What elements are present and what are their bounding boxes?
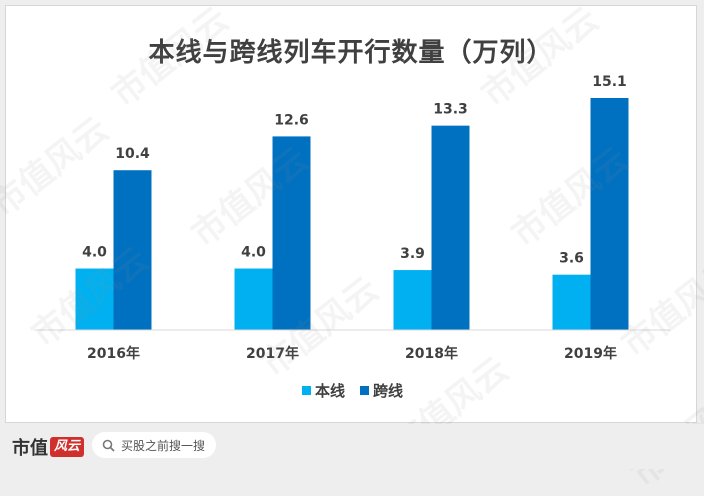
data-label: 13.3 [433,102,468,118]
bar-跨线-2019年 [590,98,629,330]
x-tick-label: 2017年 [246,345,299,362]
chart-title: 本线与跨线列车开行数量（万列） [148,38,554,68]
bar-本线-2017年 [234,268,273,330]
brand-logo[interactable]: 市值 风云 [12,434,84,460]
legend-label: 跨线 [373,382,403,400]
bar-本线-2019年 [552,274,591,330]
data-label: 10.4 [115,146,150,162]
x-tick-label: 2019年 [564,345,617,362]
x-tick-label: 2016年 [87,345,140,362]
data-label: 4.0 [241,245,266,261]
data-label: 15.1 [592,74,627,90]
brand-text: 市值 [12,438,48,459]
data-label: 3.6 [559,251,584,267]
legend-swatch [360,386,369,395]
legend-swatch [302,386,311,395]
bar-chart: 4.0 10.4 2016年 4.0 12.6 2017年 3.9 13.3 2018年 3.6 1… [34,74,670,400]
bar-跨线-2017年 [272,136,311,330]
search-icon [102,439,115,452]
bar-本线-2016年 [75,268,114,330]
data-label: 4.0 [82,245,107,261]
bar-本线-2018年 [393,270,432,330]
x-tick-label: 2018年 [405,345,458,362]
search-button[interactable]: 买股之前搜一搜 [92,432,216,458]
brand-logo-badge: 风云 [50,437,84,457]
bar-跨线-2016年 [113,170,152,330]
data-label: 12.6 [274,112,309,128]
legend-label: 本线 [315,382,345,400]
data-label: 3.9 [400,246,425,262]
search-placeholder: 买股之前搜一搜 [121,438,206,453]
bar-跨线-2018年 [431,125,470,330]
